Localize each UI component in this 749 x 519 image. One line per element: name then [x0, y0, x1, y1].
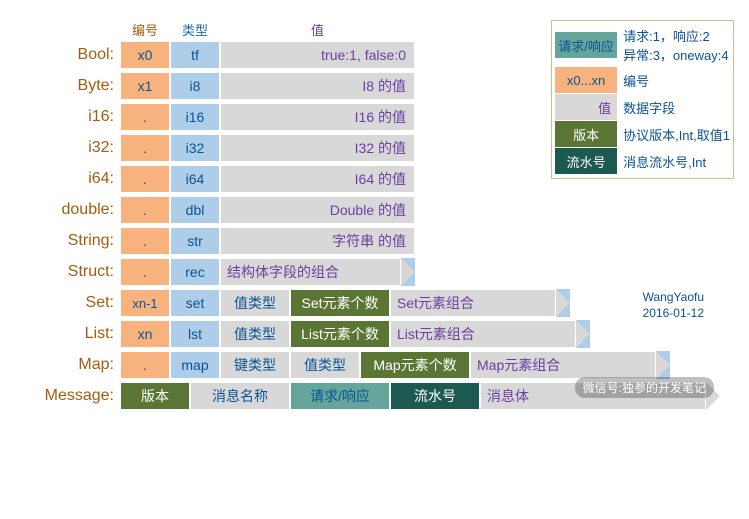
- id-cell: .: [120, 258, 170, 286]
- value-cell: Double 的值: [220, 196, 415, 224]
- legend-box: 请求/响应 请求:1，响应:2 异常:3，oneway:4 x0...xn 编号…: [551, 20, 734, 179]
- row-map: Map: . map 键类型 值类型 Map元素个数 Map元素组合: [15, 351, 734, 379]
- label-set: Set:: [15, 289, 120, 317]
- label-i16: i16:: [15, 103, 120, 131]
- id-cell: .: [120, 103, 170, 131]
- value-cell: true:1, false:0: [220, 41, 415, 69]
- legend-desc-line: 异常:3，oneway:4: [623, 45, 729, 64]
- legend-key: 流水号: [555, 148, 617, 174]
- label-byte: Byte:: [15, 72, 120, 100]
- type-cell: rec: [170, 258, 220, 286]
- value-cell: I64 的值: [220, 165, 415, 193]
- credit-date: 2016-01-12: [643, 306, 704, 322]
- count-cell: Set元素个数: [290, 289, 390, 317]
- type-cell: dbl: [170, 196, 220, 224]
- type-cell: map: [170, 351, 220, 379]
- type-cell: i64: [170, 165, 220, 193]
- legend-key: x0...xn: [555, 67, 617, 93]
- ktype-cell: 键类型: [220, 351, 290, 379]
- label-message: Message:: [15, 382, 120, 410]
- value-cell: 字符串 的值: [220, 227, 415, 255]
- label-i64: i64:: [15, 165, 120, 193]
- legend-desc: 编号: [617, 71, 649, 90]
- id-cell: .: [120, 134, 170, 162]
- id-cell: x1: [120, 72, 170, 100]
- type-cell: lst: [170, 320, 220, 348]
- version-cell: 版本: [120, 382, 190, 410]
- combo-cell: Map元素组合: [470, 351, 656, 379]
- legend-key: 请求/响应: [555, 32, 617, 58]
- value-cell: I16 的值: [220, 103, 415, 131]
- header-id: 编号: [120, 20, 170, 39]
- header-type: 类型: [170, 20, 220, 39]
- id-cell: .: [120, 351, 170, 379]
- id-cell: .: [120, 227, 170, 255]
- vtype-cell: 值类型: [220, 289, 290, 317]
- arrow-icon: [401, 258, 415, 286]
- legend-row-xn: x0...xn 编号: [555, 67, 730, 93]
- legend-row-reqres: 请求/响应 请求:1，响应:2 异常:3，oneway:4: [555, 24, 730, 66]
- legend-row-serial: 流水号 消息流水号,Int: [555, 148, 730, 174]
- value-cell: I32 的值: [220, 134, 415, 162]
- type-cell: i32: [170, 134, 220, 162]
- label-string: String:: [15, 227, 120, 255]
- id-cell: xn-1: [120, 289, 170, 317]
- legend-desc: 消息流水号,Int: [617, 152, 706, 171]
- reqres-cell: 请求/响应: [290, 382, 390, 410]
- header-value: 值: [220, 20, 415, 39]
- id-cell: x0: [120, 41, 170, 69]
- legend-desc: 协议版本,Int,取值1: [617, 125, 730, 144]
- row-double: double: . dbl Double 的值: [15, 196, 734, 224]
- vtype-cell: 值类型: [220, 320, 290, 348]
- value-cell: I8 的值: [220, 72, 415, 100]
- row-list: List: xn lst 值类型 List元素个数 List元素组合: [15, 320, 734, 348]
- count-cell: Map元素个数: [360, 351, 470, 379]
- row-set: Set: xn-1 set 值类型 Set元素个数 Set元素组合: [15, 289, 734, 317]
- label-i32: i32:: [15, 134, 120, 162]
- combo-cell: List元素组合: [390, 320, 576, 348]
- label-list: List:: [15, 320, 120, 348]
- label-double: double:: [15, 196, 120, 224]
- name-cell: 消息名称: [190, 382, 290, 410]
- type-cell: tf: [170, 41, 220, 69]
- legend-desc-line: 请求:1，响应:2: [623, 26, 729, 45]
- diagram-container: 编号 类型 值 Bool: x0 tf true:1, false:0 Byte…: [15, 20, 734, 410]
- label-bool: Bool:: [15, 41, 120, 69]
- value-cell: 结构体字段的组合: [220, 258, 401, 286]
- vtype-cell: 值类型: [290, 351, 360, 379]
- arrow-icon: [576, 320, 590, 348]
- serial-cell: 流水号: [390, 382, 480, 410]
- row-string: String: . str 字符串 的值: [15, 227, 734, 255]
- watermark: 微信号:独参的开发笔记: [575, 377, 714, 398]
- label-map: Map:: [15, 351, 120, 379]
- legend-key: 值: [555, 94, 617, 120]
- arrow-icon: [656, 351, 670, 379]
- type-cell: i16: [170, 103, 220, 131]
- legend-key: 版本: [555, 121, 617, 147]
- credit-name: WangYaofu: [643, 290, 704, 306]
- type-cell: i8: [170, 72, 220, 100]
- legend-desc: 数据字段: [617, 98, 675, 117]
- legend-desc: 请求:1，响应:2 异常:3，oneway:4: [617, 26, 729, 64]
- combo-cell: Set元素组合: [390, 289, 556, 317]
- legend-row-version: 版本 协议版本,Int,取值1: [555, 121, 730, 147]
- count-cell: List元素个数: [290, 320, 390, 348]
- arrow-icon: [556, 289, 570, 317]
- legend-row-value: 值 数据字段: [555, 94, 730, 120]
- id-cell: .: [120, 165, 170, 193]
- id-cell: .: [120, 196, 170, 224]
- type-cell: set: [170, 289, 220, 317]
- id-cell: xn: [120, 320, 170, 348]
- type-cell: str: [170, 227, 220, 255]
- credit-text: WangYaofu 2016-01-12: [643, 290, 704, 321]
- row-struct: Struct: . rec 结构体字段的组合: [15, 258, 734, 286]
- label-struct: Struct:: [15, 258, 120, 286]
